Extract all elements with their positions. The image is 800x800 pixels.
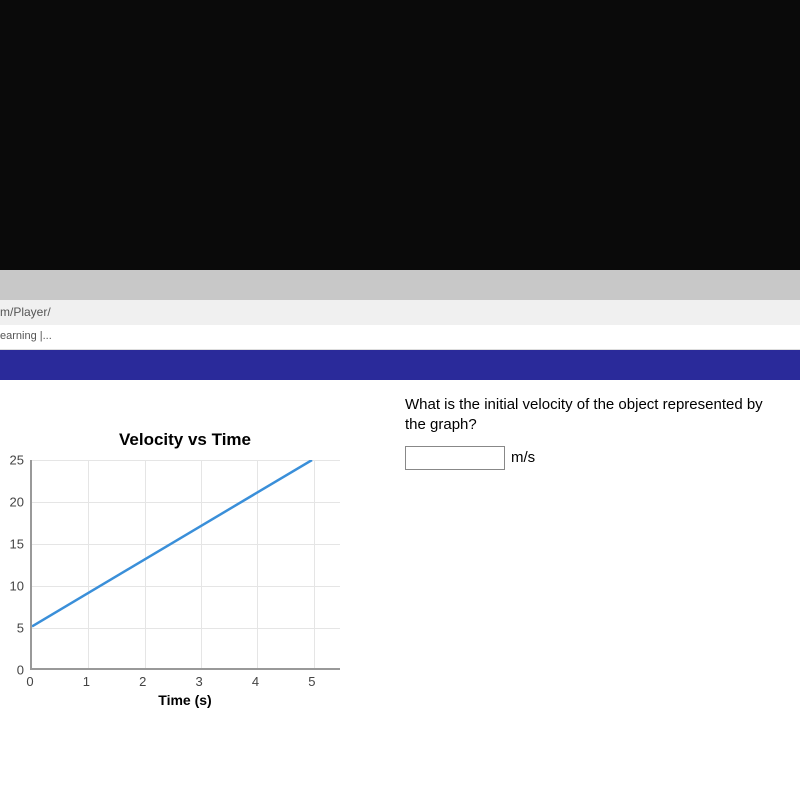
x-axis-labels: 012345: [30, 674, 340, 694]
x-tick-label: 2: [139, 674, 146, 689]
chart-area: Velocity vs Time 0 5 10 15 20 25 0 1 2 3 4 5 Time …: [0, 430, 380, 710]
chart-line: [32, 460, 340, 668]
x-tick-label: 4: [252, 674, 259, 689]
question-text: What is the initial velocity of the obje…: [405, 395, 785, 436]
answer-row: m/s: [405, 446, 785, 470]
screen-black-region: [0, 0, 800, 270]
x-tick-label: 1: [83, 674, 90, 689]
y-axis-labels: 0510152025: [0, 460, 28, 670]
answer-unit: m/s: [511, 449, 535, 466]
x-axis-title: Time (s): [30, 692, 340, 708]
x-tick-label: 3: [195, 674, 202, 689]
y-tick-label: 25: [10, 453, 24, 468]
y-tick-label: 5: [17, 621, 24, 636]
y-tick-label: 10: [10, 579, 24, 594]
question-block: What is the initial velocity of the obje…: [405, 395, 785, 470]
tab-title[interactable]: earning |...: [0, 325, 800, 350]
header-band: [0, 350, 800, 380]
content-area: What is the initial velocity of the obje…: [0, 380, 800, 410]
x-tick-label: 5: [308, 674, 315, 689]
url-bar[interactable]: m/Player/: [0, 300, 800, 325]
answer-input[interactable]: [405, 446, 505, 470]
browser-chrome-band: [0, 270, 800, 300]
y-tick-label: 0: [17, 663, 24, 678]
chart-wrap: 0510152025 012345 Time (s): [0, 460, 360, 710]
chart-title: Velocity vs Time: [20, 430, 350, 450]
x-tick-label: 0: [26, 674, 33, 689]
y-tick-label: 15: [10, 537, 24, 552]
y-tick-label: 20: [10, 495, 24, 510]
plot-area: [30, 460, 340, 670]
